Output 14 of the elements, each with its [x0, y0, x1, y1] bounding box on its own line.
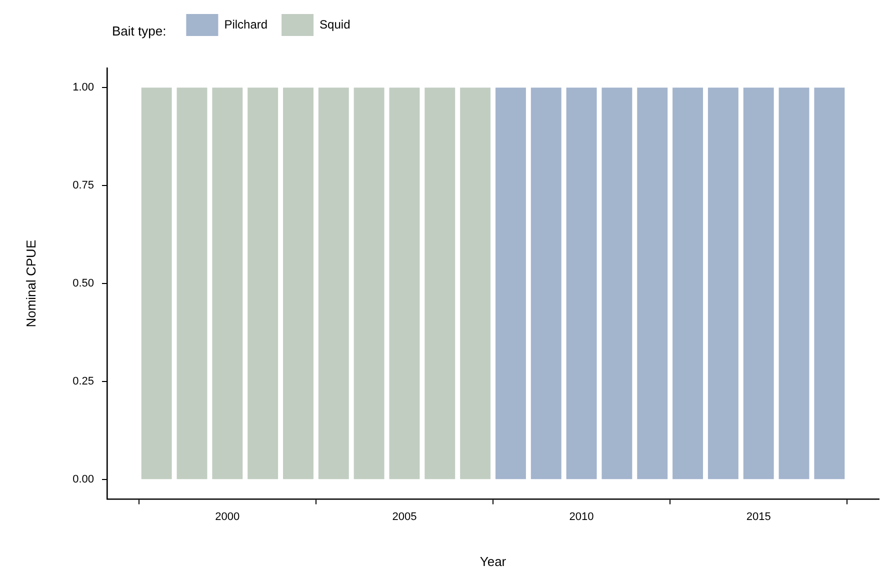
- x-tick-label: 2010: [569, 510, 594, 523]
- y-axis-title: Nominal CPUE: [23, 240, 38, 328]
- y-tick-label: 0.75: [72, 180, 94, 192]
- x-tick-label: 2015: [746, 510, 771, 523]
- x-tick-label: 2000: [215, 510, 240, 523]
- x-axis-title: Year: [480, 554, 507, 569]
- y-tick-label: 0.50: [72, 278, 94, 290]
- x-tick-label: 2005: [392, 510, 417, 523]
- legend-label: Squid: [320, 17, 350, 32]
- legend-title: Bait type:: [112, 24, 166, 39]
- legend-label: Pilchard: [224, 17, 268, 32]
- y-tick-label: 0.00: [72, 474, 94, 486]
- y-tick-label: 0.25: [72, 376, 94, 388]
- y-tick-label: 1.00: [72, 82, 94, 94]
